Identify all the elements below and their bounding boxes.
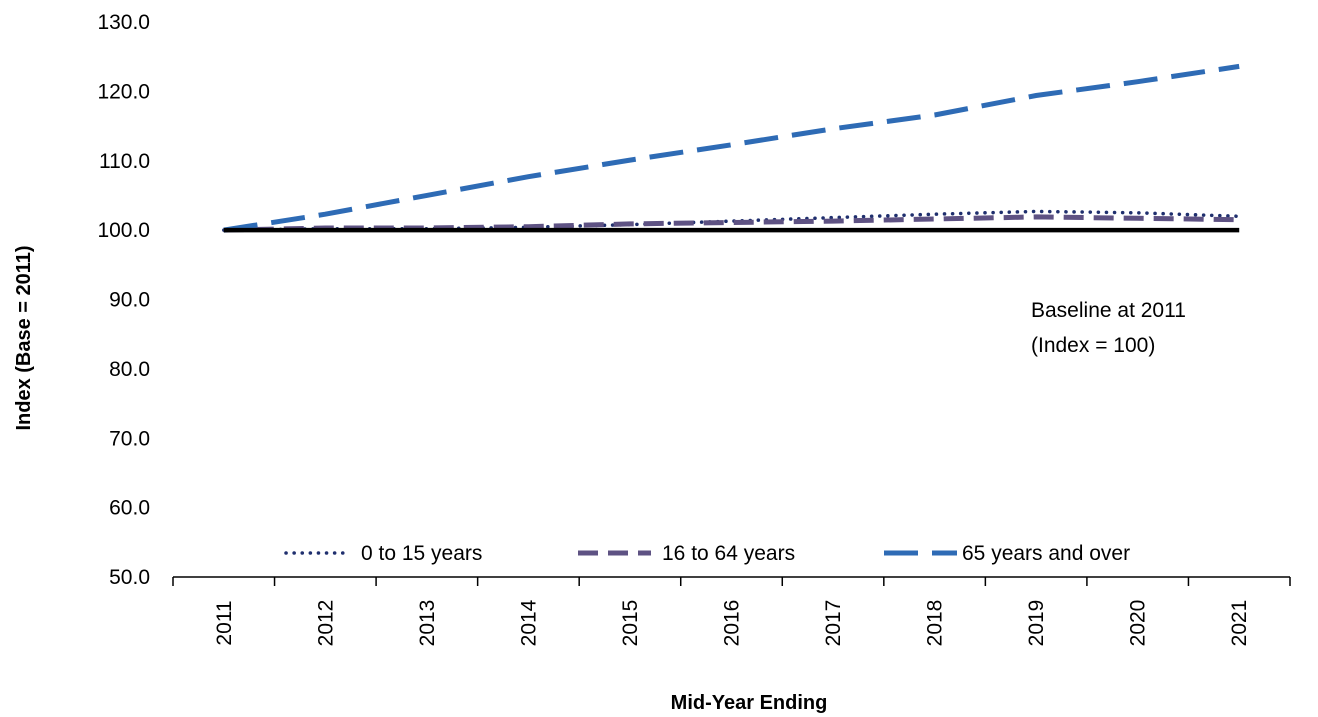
x-tick-label: 2014 bbox=[517, 599, 540, 646]
y-tick-label: 80.0 bbox=[109, 358, 150, 381]
y-tick-label: 110.0 bbox=[99, 150, 150, 173]
y-tick-label: 50.0 bbox=[109, 566, 150, 589]
legend-label: 65 years and over bbox=[962, 542, 1130, 565]
y-tick-label: 90.0 bbox=[109, 289, 150, 312]
x-tick-label: 2011 bbox=[213, 600, 236, 645]
annotation-line-2: (Index = 100) bbox=[1031, 334, 1155, 357]
series-lines bbox=[222, 63, 1241, 233]
x-tick-label: 2019 bbox=[1025, 600, 1048, 647]
x-axis: 2011 2012 2013 2014 2015 2016 2017 2018 2019 2020… bbox=[172, 576, 1291, 647]
y-tick-label: 100.0 bbox=[97, 219, 150, 242]
annotation-line-1: Baseline at 2011 bbox=[1031, 299, 1186, 322]
series-line bbox=[223, 63, 1240, 233]
legend-label: 0 to 15 years bbox=[361, 542, 482, 565]
x-tick-label: 2021 bbox=[1228, 600, 1251, 647]
x-tick-label: 2020 bbox=[1127, 600, 1150, 647]
x-tick-label: 2017 bbox=[822, 600, 845, 647]
x-tick-label: 2015 bbox=[619, 600, 642, 647]
y-tick-label: 60.0 bbox=[109, 497, 150, 520]
y-axis-title: Index (Base = 2011) bbox=[13, 245, 35, 430]
x-tick-label: 2012 bbox=[314, 600, 337, 647]
y-tick-label: 120.0 bbox=[97, 80, 150, 103]
y-tick-label: 70.0 bbox=[109, 427, 150, 450]
x-tick-label: 2013 bbox=[416, 600, 439, 647]
y-tick-label: 130.0 bbox=[97, 11, 150, 34]
x-axis-title: Mid-Year Ending bbox=[671, 692, 828, 714]
y-axis-tick-labels: 50.0 60.0 70.0 80.0 90.0 100.0 110.0 120.0 130.0 bbox=[97, 11, 150, 589]
x-tick-label: 2016 bbox=[721, 600, 744, 647]
legend: 0 to 15 years 16 to 64 years 65 years and … bbox=[284, 542, 1130, 565]
legend-label: 16 to 64 years bbox=[662, 542, 795, 565]
x-tick-label: 2018 bbox=[924, 600, 947, 647]
